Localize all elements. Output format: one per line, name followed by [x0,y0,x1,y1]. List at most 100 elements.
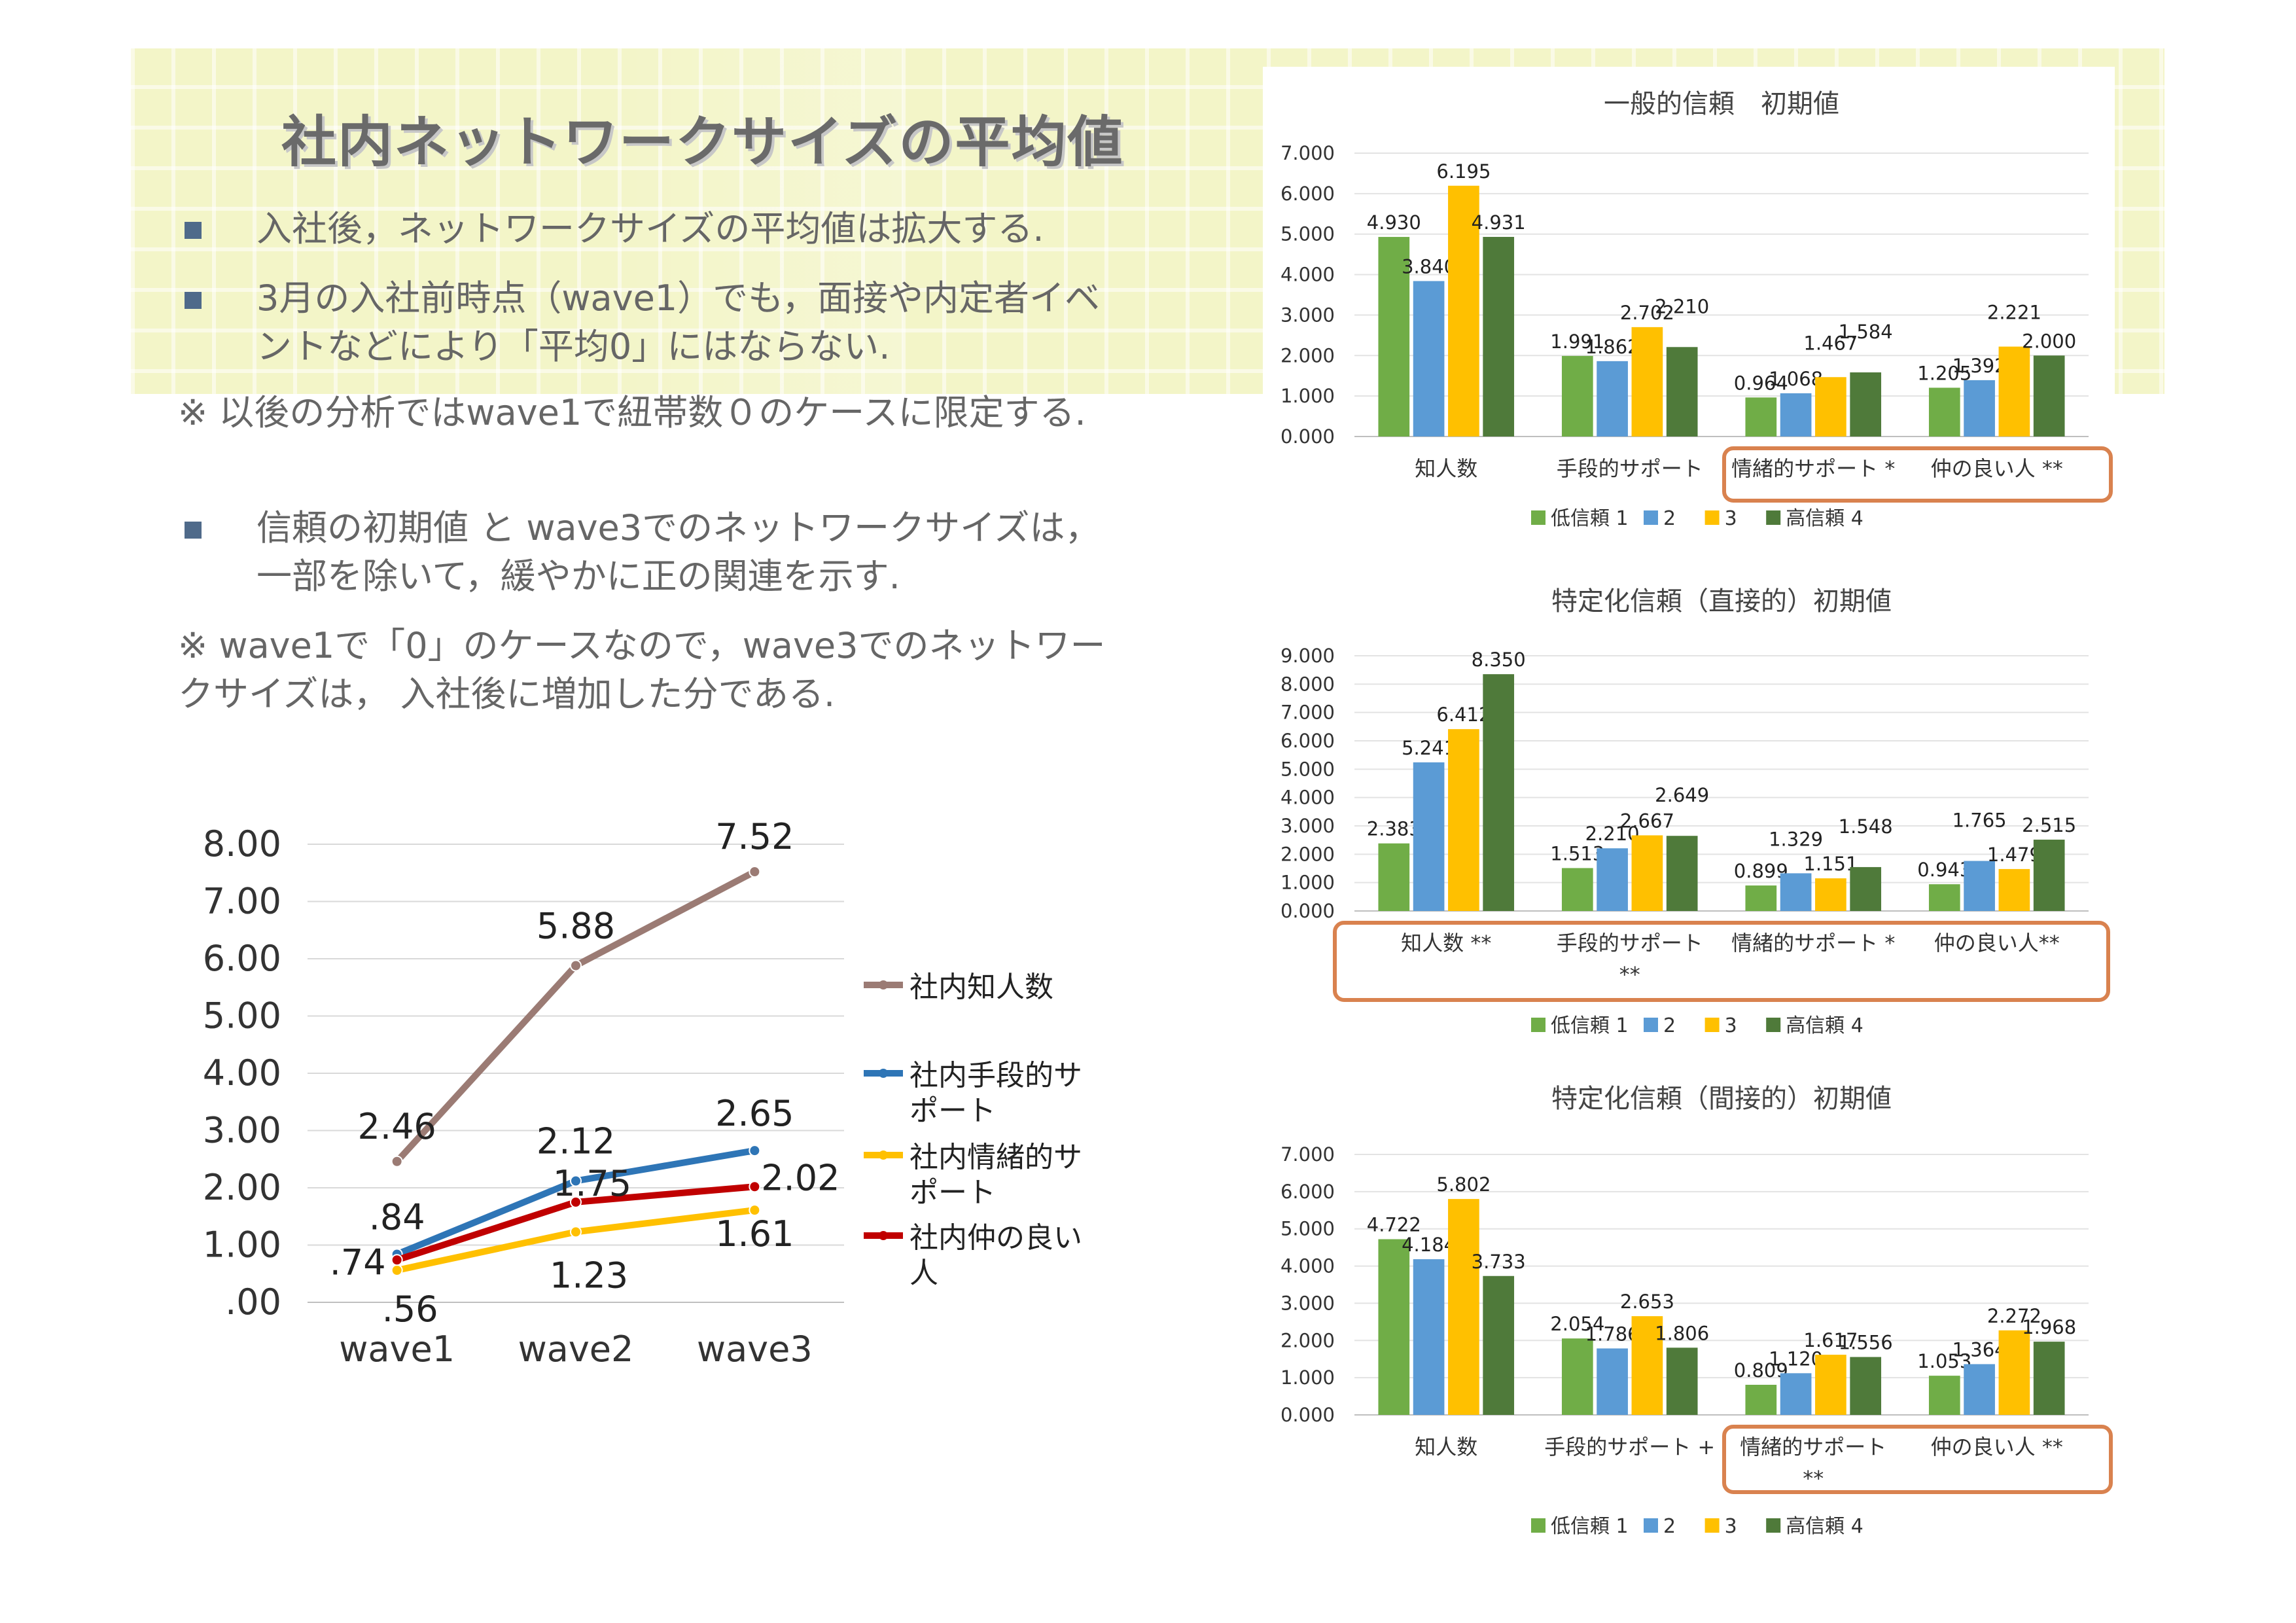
bar [1998,868,2030,911]
data-point [391,1264,403,1276]
y-tick-label: 3.00 [203,1110,281,1151]
legend-swatch [1766,1018,1781,1032]
x-tick-label: wave1 [339,1329,455,1370]
note-text: ※ wave1で「0」のケースなので，wave3でのネットワー クサイズは， 入… [178,622,1106,719]
data-label: 0.809 [1734,1359,1788,1382]
data-label: 1.806 [1655,1322,1709,1344]
data-point [391,1155,403,1168]
x-tick-label: wave3 [697,1329,813,1370]
bar-chart-direct-trust: 特定化信頼（直接的）初期値 0.000 1.000 2.000 3.000 4.000 5.… [1280,586,2110,1037]
y-tick-label: 4.000 [1280,1255,1335,1277]
legend-marker [879,1150,888,1160]
legend-swatch [1704,510,1720,525]
bar [1666,347,1698,437]
y-tick-label: 5.000 [1280,223,1335,245]
data-label: 1.364 [1952,1338,2007,1361]
data-label: 1.120 [1769,1347,1823,1370]
data-label: 1.968 [2022,1316,2076,1338]
y-tick-label: 8.00 [203,823,281,865]
data-label: 1.329 [1769,828,1823,850]
y-tick-label: 0.000 [1280,1404,1335,1426]
legend-label: 高信頼 4 [1786,507,1863,530]
bar [2033,840,2065,911]
data-label: .74 [330,1241,386,1283]
bar [1964,861,1995,911]
bar [1561,355,1593,437]
data-label: 2.210 [1655,295,1709,317]
data-label: 1.862 [1585,336,1640,358]
data-label: 1.151 [1803,853,1858,875]
y-tick-label: 1.000 [1280,385,1335,407]
y-tick-label: 7.000 [1280,1143,1335,1166]
x-tick-label: 知人数 ** [1401,931,1491,955]
x-tick-label: 手段的サポート [1557,931,1703,955]
bullet-marker [185,522,202,539]
y-tick-label: 4.000 [1280,264,1335,286]
data-label: 2.221 [1987,302,2041,324]
legend-label: 2 [1663,1014,1676,1037]
bullet-line: 信頼の初期値 と wave3でのネットワークサイズは， [256,507,1101,548]
note-line: ※ wave1で「0」のケースなので，wave3でのネットワー [178,625,1106,666]
legend-marker [879,980,888,990]
y-tick-label: 1.00 [203,1224,281,1266]
x-tick-label: ** [1619,962,1640,987]
y-tick-label: .00 [225,1281,281,1323]
data-label: 1.205 [1917,362,1971,384]
data-label: 1.23 [550,1255,628,1296]
y-tick-label: 5.000 [1280,758,1335,780]
bar [1597,361,1628,437]
y-tick-label: 6.000 [1280,183,1335,205]
data-label: 5.241 [1402,737,1456,759]
data-label: 1.513 [1550,842,1604,865]
bar [1928,387,1960,437]
legend-label: ポート [910,1176,996,1209]
y-tick-label: 6.000 [1280,1181,1335,1203]
bar [1483,674,1515,911]
legend-swatch [1644,510,1658,525]
bar [1815,377,1846,437]
x-tick-label: 仲の良い人** [1934,931,2060,955]
legend-label: 高信頼 4 [1786,1014,1863,1037]
legend-label: 低信頼 1 [1551,1515,1629,1538]
data-label: 0.899 [1734,860,1788,882]
x-tick-label: 知人数 [1415,456,1477,481]
legend-label: 3 [1725,507,1737,530]
bar [1448,1199,1479,1415]
data-point [749,1181,761,1193]
line-chart: .00 1.00 2.00 3.00 4.00 5.00 6.00 7.00 8.00 wave1… [203,816,1082,1370]
legend-label: 高信頼 4 [1786,1515,1863,1538]
bar [1448,185,1479,437]
y-tick-label: 0.000 [1280,900,1335,922]
x-tick-label: 情緒的サポート * [1731,931,1895,955]
note-line: クサイズは， 入社後に増加した分である. [178,673,836,715]
data-label: 2.02 [761,1157,839,1198]
legend-label: 低信頼 1 [1551,507,1629,530]
bar [1413,1259,1445,1415]
bar [1413,762,1445,911]
x-tick-label: 手段的サポート + [1544,1435,1715,1459]
legend-label: 低信頼 1 [1551,1014,1629,1037]
data-label: 1.75 [553,1163,631,1204]
x-tick-label: wave2 [518,1329,634,1370]
data-label: 3.840 [1402,255,1456,277]
legend-swatch [1644,1518,1658,1533]
legend-label: 2 [1663,507,1676,530]
data-point [749,866,761,878]
x-tick-label: 仲の良い人 ** [1931,456,2063,481]
data-label: 2.65 [715,1093,794,1134]
bar [1597,1348,1628,1415]
bar [1483,236,1515,437]
bar [1928,1376,1960,1415]
data-label: 1.617 [1803,1329,1858,1351]
y-tick-label: 2.000 [1280,1329,1335,1351]
data-label: 2.210 [1585,823,1640,845]
legend-swatch [1704,1518,1720,1533]
data-label: 7.52 [715,816,794,857]
data-label: 1.991 [1550,330,1604,353]
highlight-box [1333,921,2110,1002]
bar [1561,868,1593,911]
y-tick-label: 2.00 [203,1167,281,1208]
legend-label: 人 [910,1257,938,1290]
legend-label: 3 [1725,1014,1737,1037]
y-tick-label: 7.000 [1280,702,1335,724]
